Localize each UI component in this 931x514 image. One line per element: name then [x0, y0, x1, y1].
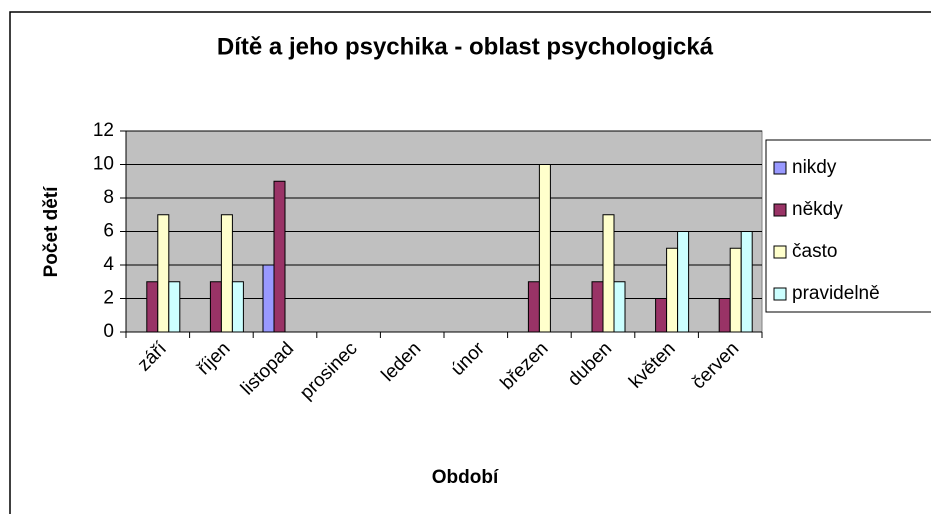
bar [220, 214, 233, 333]
y-axis-label: Počet dětí [41, 186, 62, 278]
bar [157, 214, 170, 333]
y-tick-label: 10 [93, 154, 114, 175]
bar [591, 281, 604, 333]
x-axis-label: Období [432, 467, 499, 488]
bar [168, 281, 181, 333]
bar [740, 231, 753, 333]
bar [677, 231, 690, 333]
y-tick-label: 8 [103, 187, 114, 208]
legend-label: často [792, 241, 837, 262]
y-tick-label: 4 [103, 254, 114, 275]
y-tick-label: 12 [93, 120, 114, 141]
legend-swatch [773, 203, 787, 217]
legend-label: někdy [792, 199, 843, 220]
legend-label: nikdy [792, 157, 837, 178]
bar [273, 180, 286, 333]
legend-box [765, 139, 931, 313]
legend-swatch [773, 161, 787, 175]
bar [231, 281, 244, 333]
bar [146, 281, 159, 333]
y-tick-label: 2 [103, 288, 114, 309]
chart-title: Dítě a jeho psychika - oblast psychologi… [217, 33, 714, 60]
legend-swatch [773, 287, 787, 301]
legend-label: pravidelně [792, 283, 880, 304]
bar [262, 264, 275, 333]
bar [718, 298, 731, 333]
bar [729, 247, 742, 333]
y-tick-label: 6 [103, 221, 114, 242]
bar [527, 281, 540, 333]
bar [209, 281, 222, 333]
bar [602, 214, 615, 333]
legend-swatch [773, 245, 787, 259]
bar [538, 164, 551, 333]
y-tick-label: 0 [103, 321, 114, 342]
bar [655, 298, 668, 333]
bar [666, 247, 679, 333]
bar [613, 281, 626, 333]
